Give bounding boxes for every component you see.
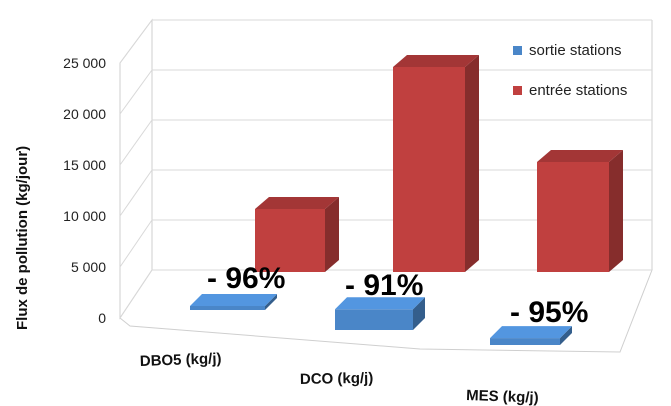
y-axis-label: Flux de pollution (kg/jour) [14, 146, 31, 330]
gridline [119, 169, 652, 217]
bar-top [490, 326, 572, 339]
y-tick-label: 0 [98, 310, 106, 326]
bar-side [560, 326, 572, 345]
bar-side [609, 150, 623, 272]
legend-label: sortie stations [529, 42, 622, 59]
bar-side [465, 55, 479, 272]
y-axis-ticks: 0 5 000 10 000 15 000 20 000 25 000 [63, 55, 106, 326]
reduction-label: - 96% [207, 262, 285, 295]
bars: - 96% - 91% - 95% [190, 55, 623, 345]
bar-top [190, 294, 277, 306]
gridline [119, 119, 652, 166]
category-label: DBO5 (kg/j) [140, 350, 222, 370]
gridline [119, 219, 652, 268]
y-tick-label: 15 000 [63, 157, 106, 173]
y-tick-label: 20 000 [63, 106, 106, 122]
bar-side [265, 294, 277, 310]
y-tick-label: 5 000 [71, 259, 106, 275]
category-label: MES (kg/j) [466, 387, 539, 406]
gridline [119, 269, 652, 319]
bar-front [335, 309, 413, 330]
bar-front [255, 209, 325, 272]
legend-swatch [513, 46, 522, 55]
bar-entree-2 [537, 150, 623, 272]
bar-side [413, 297, 425, 330]
y-tick-label: 10 000 [63, 208, 106, 224]
bar-entree-1 [393, 55, 479, 272]
reduction-label: - 95% [510, 296, 588, 329]
bar-sortie-0 [190, 294, 277, 310]
bar-front [490, 338, 560, 345]
legend-swatch [513, 86, 522, 95]
legend-item: entrée stations [513, 82, 627, 99]
gridline [119, 69, 652, 115]
bar-front [190, 306, 265, 310]
bar-front [393, 67, 465, 272]
category-label: DCO (kg/j) [300, 370, 374, 388]
left-wall [119, 18, 153, 320]
bar-sortie-2 [490, 326, 572, 345]
legend: sortie stations entrée stations [513, 42, 627, 99]
bar-front [537, 162, 609, 272]
bar-sortie-1 [335, 297, 425, 330]
bar-top [255, 197, 339, 209]
category-labels: DBO5 (kg/j) DCO (kg/j) MES (kg/j) [140, 350, 539, 406]
bar-top [537, 150, 623, 162]
legend-label: entrée stations [529, 82, 627, 99]
bar-top [393, 55, 479, 67]
legend-item: sortie stations [513, 42, 622, 59]
reduction-label: - 91% [345, 269, 423, 302]
bar-side [325, 197, 339, 272]
y-tick-label: 25 000 [63, 55, 106, 71]
bar-entree-0 [255, 197, 339, 272]
gridlines [119, 19, 652, 319]
gridline [119, 19, 652, 64]
bar-top [335, 297, 425, 310]
